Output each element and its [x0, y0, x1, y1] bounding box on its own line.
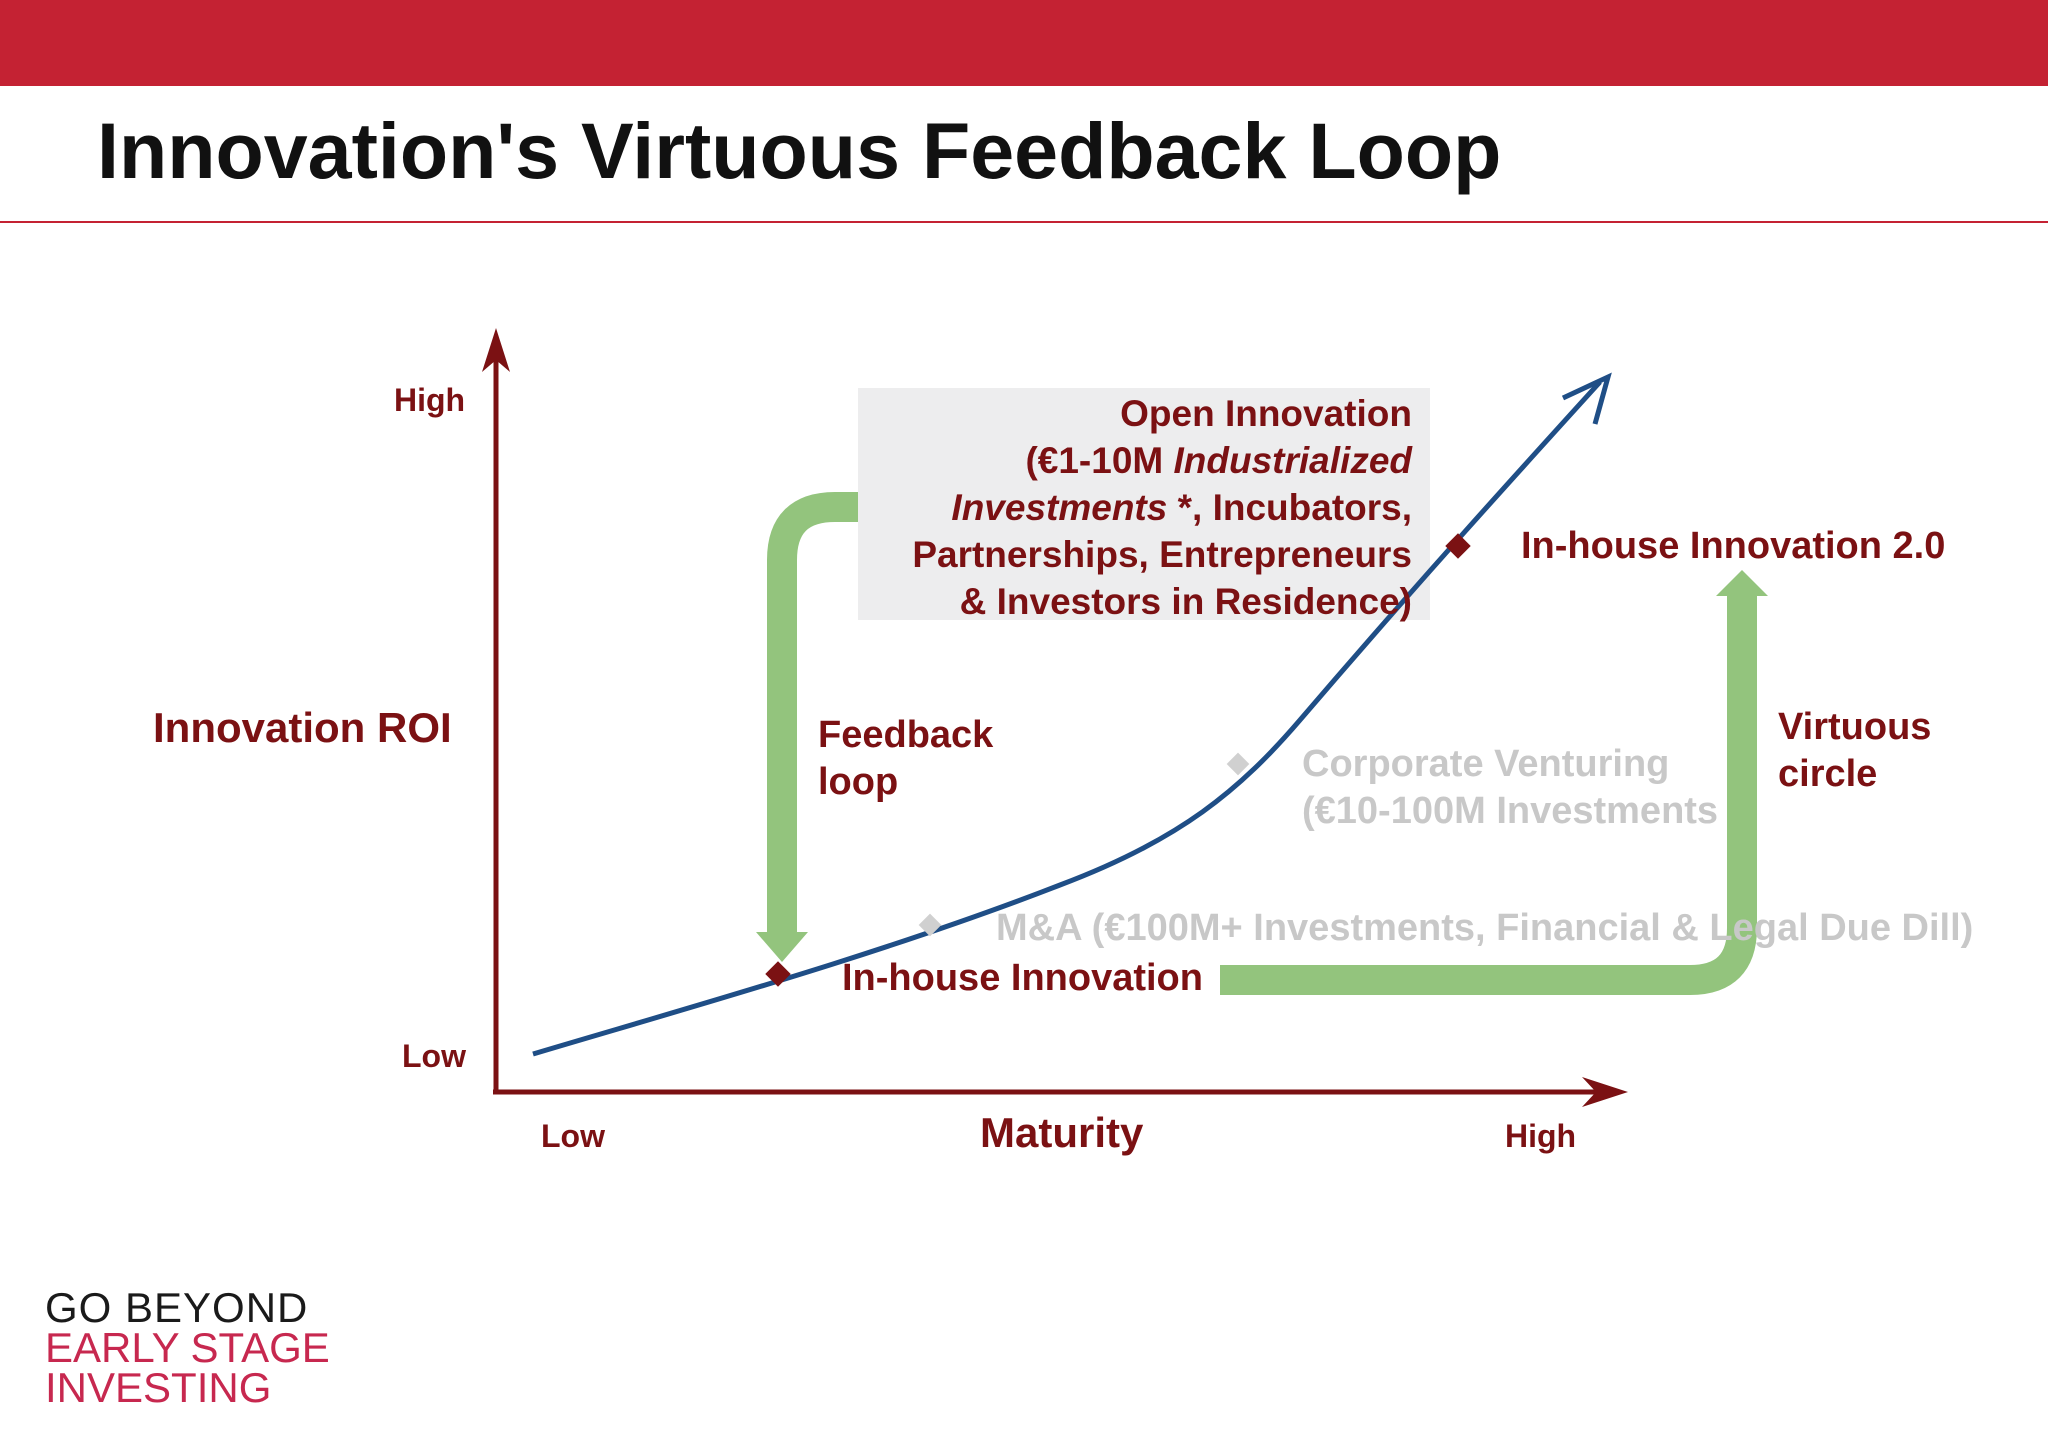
feedback-loop-line1: Feedback [818, 714, 994, 756]
virtuous-circle-arrow [1220, 592, 1757, 995]
y-axis-title: Innovation ROI [153, 704, 452, 751]
open-innovation-line5: & Investors in Residence) [959, 581, 1412, 622]
header-band [0, 0, 2048, 86]
y-axis-low-label: Low [402, 1038, 466, 1074]
open-innovation-line1: Open Innovation [1120, 393, 1412, 434]
open-innovation-line3-suffix: *, Incubators, [1167, 487, 1412, 528]
slide-title: Innovation's Virtuous Feedback Loop [97, 106, 1502, 195]
y-axis-high-label: High [394, 382, 466, 418]
feedback-loop-label: Feedback loop [818, 712, 993, 806]
inhouse-innovation-2-marker [1445, 533, 1471, 559]
go-beyond-logo: GO BEYOND EARLY STAGE INVESTING [45, 1284, 330, 1411]
feedback-loop-line2: loop [818, 761, 899, 803]
open-innovation-line2-prefix: (€1-10M [1025, 440, 1174, 481]
corporate-venturing-line1: Corporate Venturing [1302, 743, 1670, 785]
open-innovation-line3: Investments *, Incubators, [912, 484, 1412, 531]
inhouse-innovation-marker [765, 961, 791, 987]
open-innovation-line4: Partnerships, Entrepreneurs [912, 534, 1412, 575]
feedback-loop-arrow [767, 492, 858, 935]
corporate-venturing-marker [1226, 752, 1250, 776]
virtuous-circle-label: Virtuous circle [1778, 704, 1931, 798]
virtuous-circle-arrowhead [1716, 570, 1768, 596]
x-axis-low-label: Low [541, 1118, 605, 1154]
virtuous-circle-line2: circle [1778, 753, 1878, 795]
open-innovation-line3-italic: Investments [951, 487, 1168, 528]
y-axis-arrowhead [482, 328, 510, 372]
inhouse-innovation-2-label: In-house Innovation 2.0 [1521, 525, 1946, 567]
logo-line1: GO BEYOND [45, 1284, 309, 1331]
ma-label: M&A (€100M+ Investments, Financial & Leg… [996, 907, 1974, 949]
open-innovation-label: Open Innovation (€1-10M Industrialized I… [912, 390, 1412, 625]
open-innovation-line2-italic: Industrialized [1173, 440, 1412, 481]
x-axis-title: Maturity [980, 1109, 1144, 1156]
x-axis-arrowhead [1582, 1077, 1628, 1107]
ma-marker [918, 913, 942, 937]
inhouse-innovation-label: In-house Innovation [842, 957, 1203, 999]
open-innovation-line2: (€1-10M Industrialized [912, 437, 1412, 484]
x-axis-high-label: High [1505, 1118, 1577, 1154]
logo-line2: EARLY STAGE [45, 1324, 330, 1371]
open-innovation-box [858, 388, 1430, 620]
title-divider [0, 221, 2048, 223]
maturity-curve [532, 380, 1602, 1057]
feedback-loop-arrowhead [756, 932, 808, 962]
corporate-venturing-label: Corporate Venturing (€10-100M Investment… [1302, 741, 1718, 835]
corporate-venturing-line2: (€10-100M Investments [1302, 790, 1719, 832]
maturity-curve-arrowhead [1561, 372, 1612, 425]
virtuous-circle-line1: Virtuous [1778, 706, 1932, 748]
logo-line3: INVESTING [45, 1364, 272, 1411]
open-innovation-text-box: Open Innovation (€1-10M Industrialized I… [858, 388, 1430, 622]
